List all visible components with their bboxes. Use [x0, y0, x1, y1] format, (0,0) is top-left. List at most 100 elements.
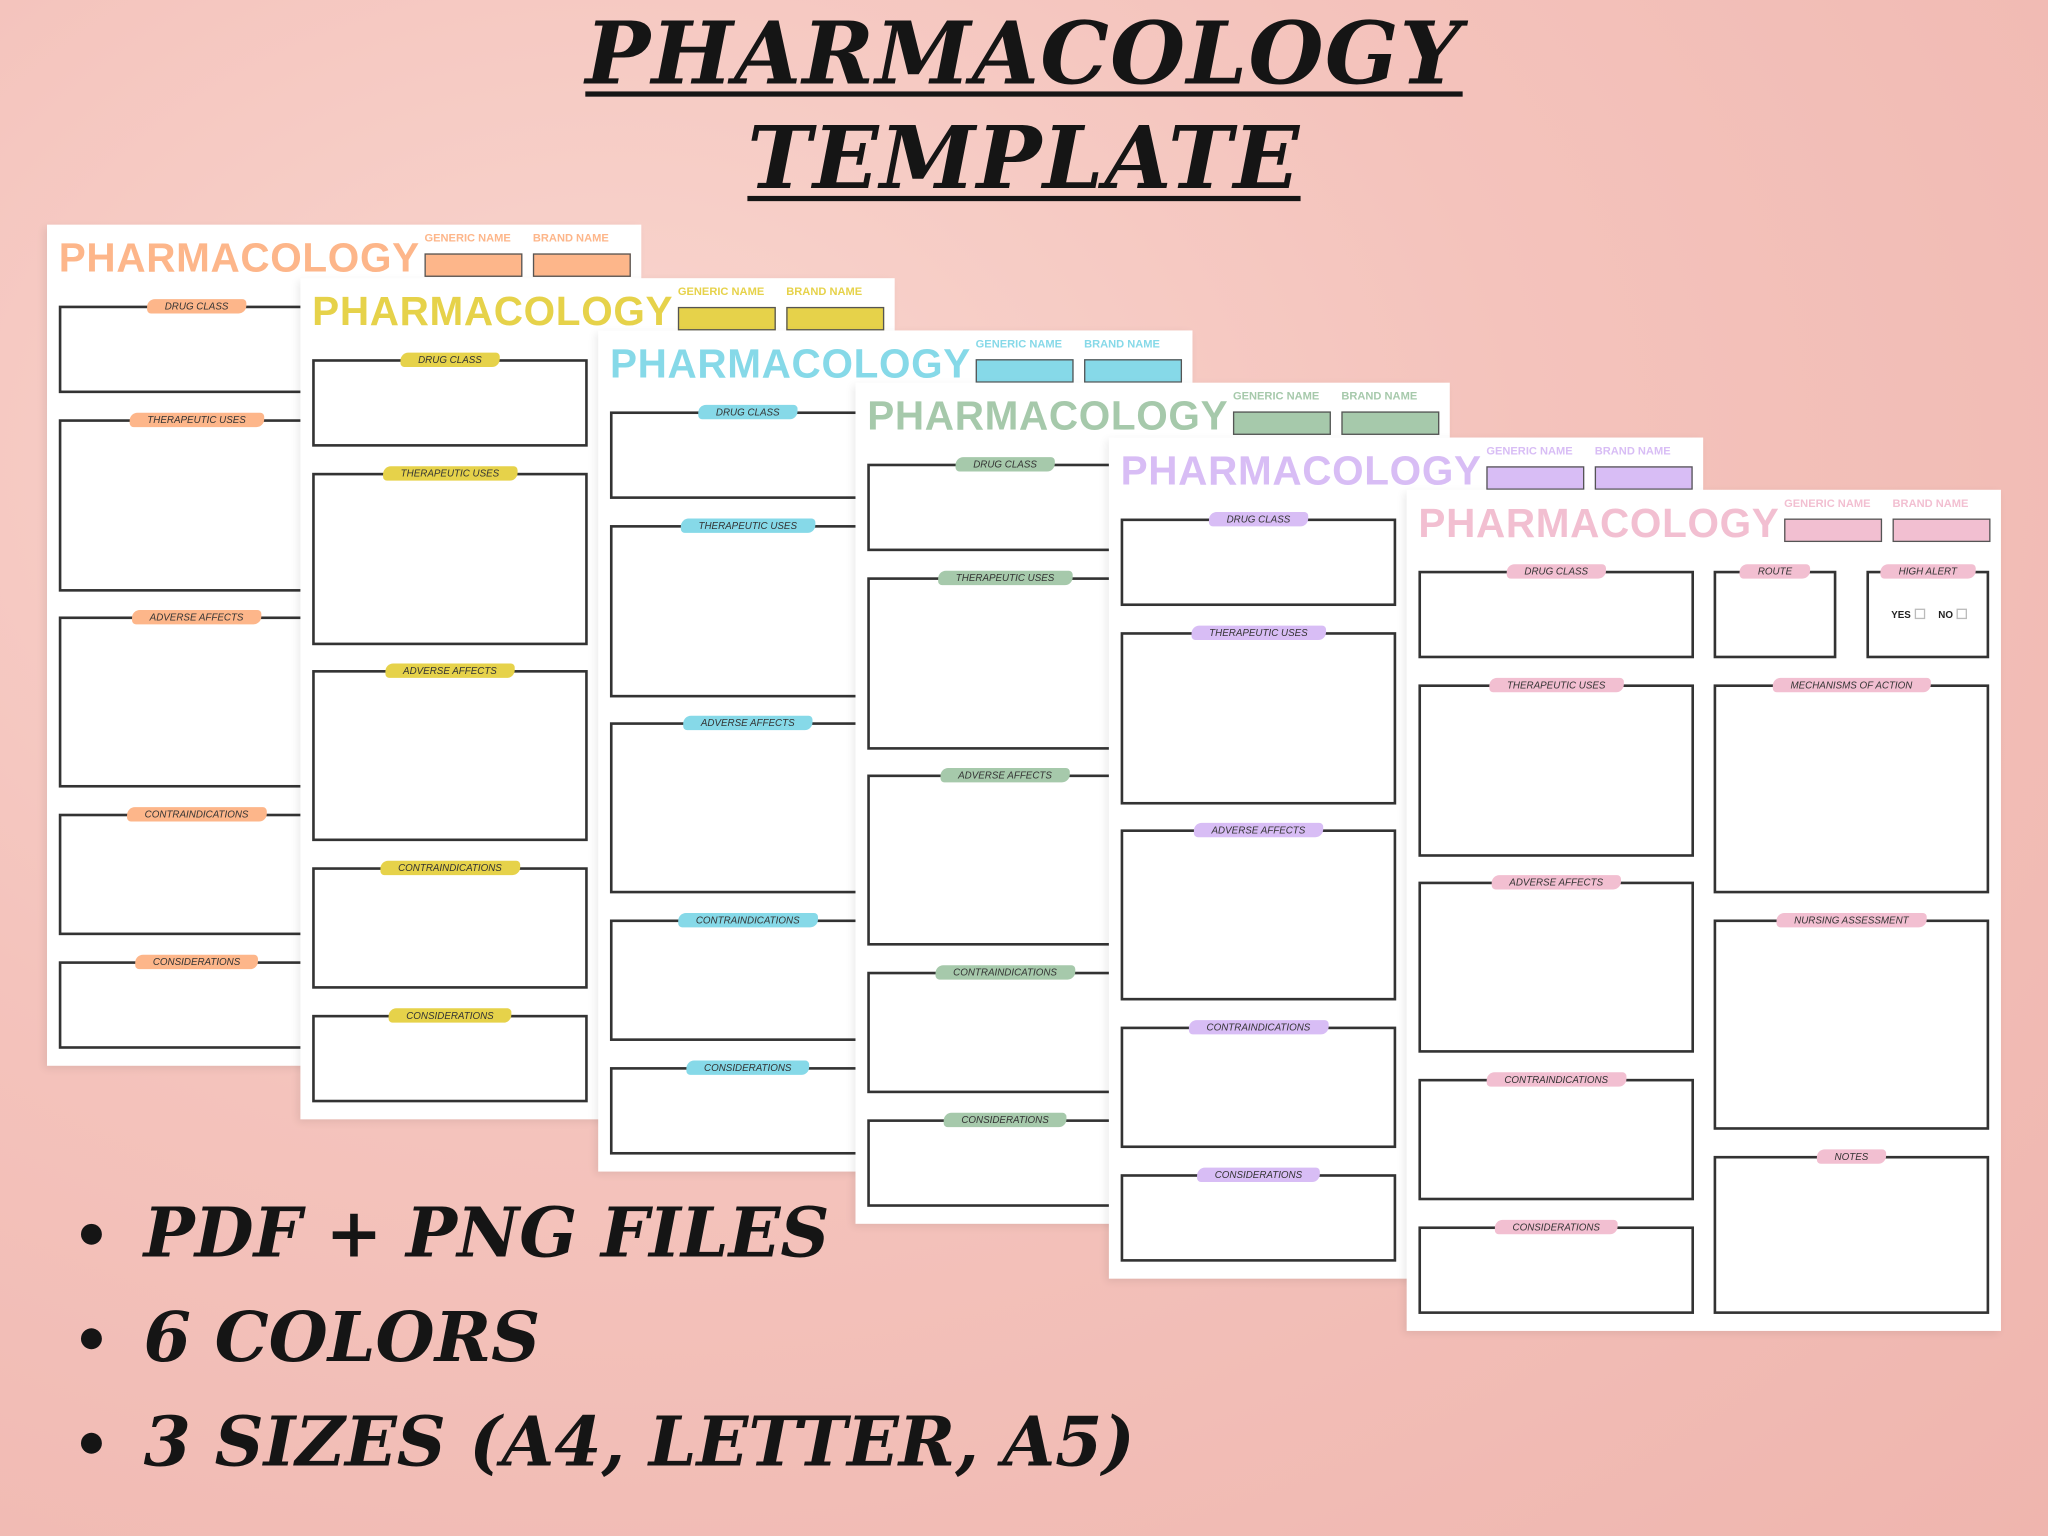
brand-name-field[interactable] — [532, 253, 631, 277]
section-label: THERAPEUTIC USES — [1488, 677, 1624, 693]
section-label: ADVERSE AFFECTS — [1193, 822, 1324, 838]
brand-name-field[interactable] — [786, 306, 885, 331]
brand-name-label: BRAND NAME — [1892, 496, 1969, 510]
section-label: HIGH ALERT — [1880, 564, 1976, 579]
section-label: DRUG CLASS — [697, 404, 798, 420]
section-adverse-affects: ADVERSE AFFECTS — [1120, 822, 1397, 1001]
section-contraindications: CONTRAINDICATIONS — [1120, 1020, 1397, 1149]
section-contraindications: CONTRAINDICATIONS — [609, 912, 886, 1041]
generic-name-label: GENERIC NAME — [1486, 444, 1573, 458]
section-drug-class: DRUG CLASS — [58, 299, 335, 394]
generic-name-label: GENERIC NAME — [1784, 496, 1871, 510]
section-drug-class: DRUG CLASS — [609, 404, 886, 499]
section-contraindications: CONTRAINDICATIONS — [312, 860, 588, 989]
yes-label: YES — [1891, 608, 1911, 621]
section-label: ADVERSE AFFECTS — [384, 663, 516, 678]
feature-text: PDF + PNG FILES — [143, 1193, 830, 1274]
section-label: MECHANISMS OF ACTION — [1772, 677, 1931, 693]
section-label: DRUG CLASS — [399, 352, 501, 368]
section-label: THERAPEUTIC USES — [129, 412, 265, 428]
generic-name-field[interactable] — [1232, 411, 1331, 435]
section-label: CONTRAINDICATIONS — [379, 860, 521, 876]
section-adverse-affects: ADVERSE AFFECTS — [867, 767, 1143, 946]
section-label: ADVERSE AFFECTS — [131, 609, 262, 625]
section-drug-class: DRUG CLASS — [1418, 564, 1695, 659]
section-drug-class: DRUG CLASS — [867, 457, 1143, 552]
section-considerations: CONSIDERATIONS — [1120, 1167, 1397, 1262]
brand-name-field[interactable] — [1594, 466, 1693, 490]
section-drug-class: DRUG CLASS — [312, 352, 588, 447]
template-page-pink: PHARMACOLOGY GENERIC NAME BRAND NAME DRUG C… — [1406, 489, 2001, 1331]
brand-name-label: BRAND NAME — [1341, 389, 1418, 403]
yes-checkbox[interactable] — [1914, 608, 1926, 620]
section-adverse-affects: ADVERSE AFFECTS — [1418, 875, 1695, 1053]
section-label: ROUTE — [1739, 564, 1811, 579]
brand-name-field[interactable] — [1341, 411, 1440, 435]
generic-name-label: GENERIC NAME — [424, 231, 511, 245]
feature-item: PDF + PNG FILES — [80, 1182, 1135, 1286]
no-label: NO — [1938, 608, 1953, 621]
section-route: ROUTE — [1713, 564, 1837, 659]
section-label: NURSING ASSESSMENT — [1775, 912, 1927, 928]
section-therapeutic-uses: THERAPEUTIC USES — [1418, 677, 1695, 857]
feature-text: 6 COLORS — [143, 1298, 541, 1378]
page-title: PHARMACOLOGY — [58, 235, 420, 281]
page-title: PHARMACOLOGY — [312, 288, 674, 335]
section-high-alert: HIGH ALERT YES NO — [1866, 564, 1990, 659]
section-label: NOTES — [1816, 1149, 1887, 1164]
section-notes: NOTES — [1713, 1149, 1990, 1314]
section-label: DRUG CLASS — [146, 299, 247, 314]
section-label: CONTRAINDICATIONS — [1486, 1072, 1627, 1087]
bullet-icon — [80, 1328, 102, 1350]
section-label: ADVERSE AFFECTS — [682, 715, 813, 731]
section-therapeutic-uses: THERAPEUTIC USES — [867, 570, 1143, 750]
brand-name-label: BRAND NAME — [1594, 444, 1671, 458]
generic-name-field[interactable] — [1784, 518, 1883, 543]
section-label: CONSIDERATIONS — [1196, 1167, 1321, 1183]
section-label: CONSIDERATIONS — [134, 954, 259, 970]
section-label: THERAPEUTIC USES — [382, 466, 518, 481]
brand-name-field[interactable] — [1084, 359, 1183, 383]
brand-name-label: BRAND NAME — [532, 231, 609, 245]
section-label: ADVERSE AFFECTS — [939, 767, 1071, 783]
section-label: DRUG CLASS — [1506, 564, 1607, 579]
section-considerations: CONSIDERATIONS — [58, 954, 335, 1049]
section-considerations: CONSIDERATIONS — [609, 1060, 886, 1155]
brand-name-field[interactable] — [1892, 518, 1991, 543]
brand-name-label: BRAND NAME — [1084, 336, 1160, 351]
generic-name-field[interactable] — [424, 253, 523, 277]
generic-name-label: GENERIC NAME — [1232, 389, 1320, 403]
section-considerations: CONSIDERATIONS — [867, 1112, 1143, 1207]
feature-item: 3 SIZES (A4, LETTER, A5) — [80, 1391, 1135, 1495]
section-label: CONTRAINDICATIONS — [677, 912, 818, 928]
headline-line-1: PHARMACOLOGY — [585, 2, 1463, 105]
section-therapeutic-uses: THERAPEUTIC USES — [58, 412, 335, 592]
brand-name-label: BRAND NAME — [786, 284, 863, 298]
generic-name-field[interactable] — [975, 359, 1074, 383]
section-label: CONTRAINDICATIONS — [126, 807, 267, 822]
section-therapeutic-uses: THERAPEUTIC USES — [312, 466, 588, 646]
page-title: PHARMACOLOGY — [609, 340, 971, 387]
section-therapeutic-uses: THERAPEUTIC USES — [1120, 625, 1397, 805]
section-adverse-affects: ADVERSE AFFECTS — [609, 715, 886, 894]
section-label: THERAPEUTIC USES — [937, 570, 1073, 586]
page-title: PHARMACOLOGY — [1418, 500, 1780, 546]
bullet-icon — [80, 1223, 102, 1245]
section-considerations: CONSIDERATIONS — [312, 1008, 588, 1103]
section-therapeutic-uses: THERAPEUTIC USES — [609, 518, 886, 698]
section-mechanisms-of-action: MECHANISMS OF ACTION — [1713, 677, 1990, 894]
generic-name-field[interactable] — [1486, 466, 1585, 490]
no-checkbox[interactable] — [1956, 608, 1968, 620]
section-adverse-affects: ADVERSE AFFECTS — [312, 663, 588, 842]
section-label: THERAPEUTIC USES — [1190, 625, 1326, 640]
section-label: CONTRAINDICATIONS — [934, 965, 1076, 980]
section-label: ADVERSE AFFECTS — [1491, 875, 1622, 890]
section-label: DRUG CLASS — [954, 457, 1056, 472]
section-drug-class: DRUG CLASS — [1120, 511, 1397, 607]
section-contraindications: CONTRAINDICATIONS — [58, 807, 335, 936]
generic-name-field[interactable] — [677, 306, 776, 331]
high-alert-no: NO — [1938, 608, 1968, 621]
feature-item: 6 COLORS — [80, 1287, 1135, 1391]
feature-text: 3 SIZES (A4, LETTER, A5) — [143, 1402, 1135, 1483]
generic-name-label: GENERIC NAME — [975, 336, 1063, 351]
